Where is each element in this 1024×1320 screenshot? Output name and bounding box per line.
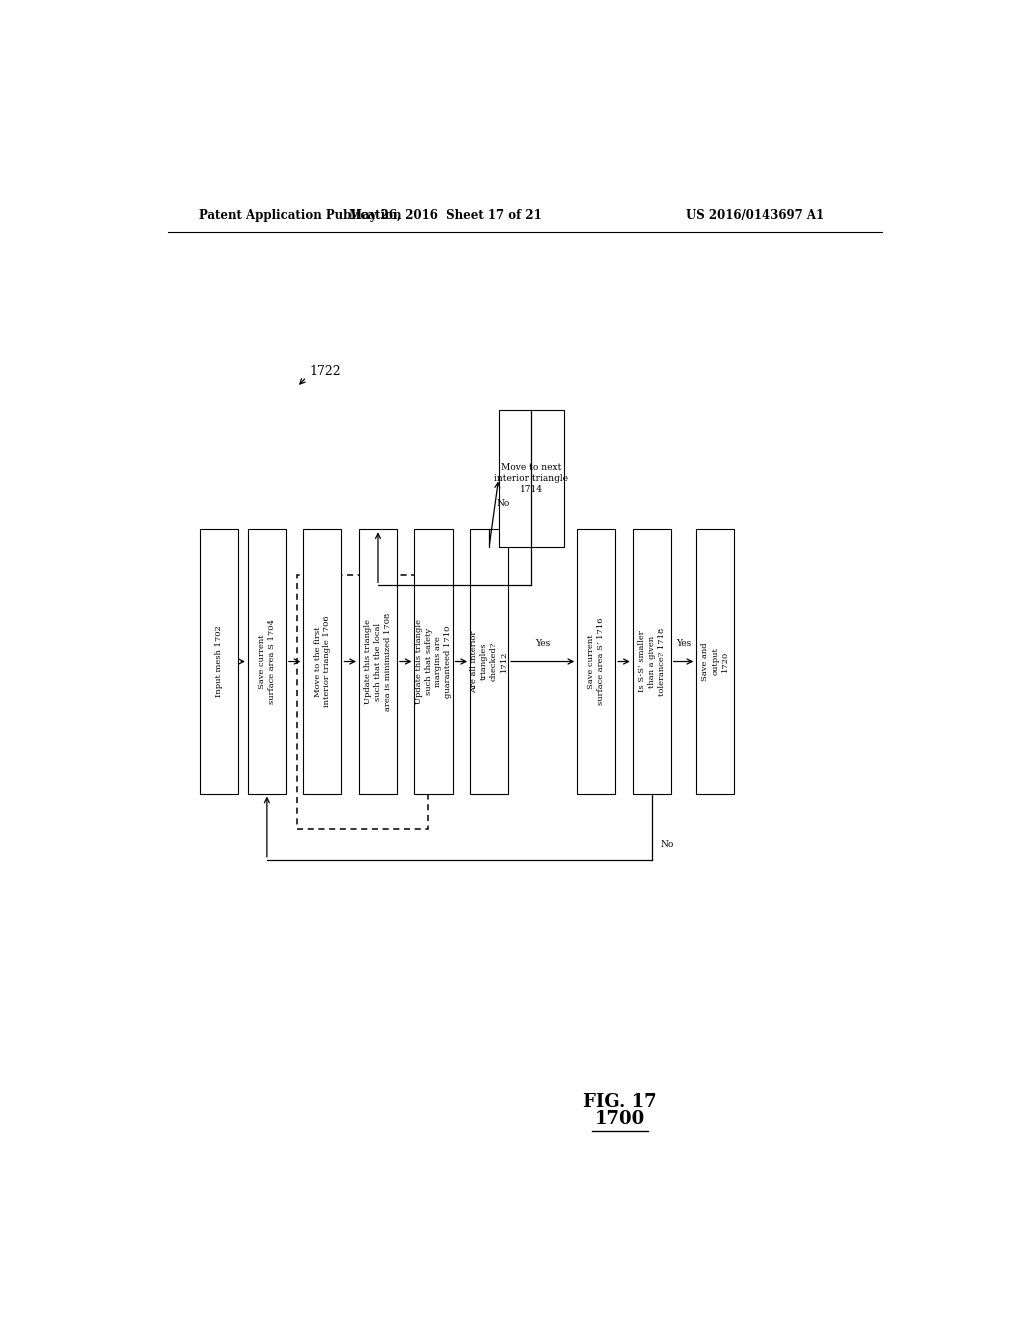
Text: US 2016/0143697 A1: US 2016/0143697 A1 bbox=[686, 209, 824, 222]
Text: No: No bbox=[497, 499, 510, 508]
Text: Are all interior
triangles
checked?
1712: Are all interior triangles checked? 1712 bbox=[470, 631, 508, 693]
Bar bbox=[578, 529, 615, 793]
Text: No: No bbox=[660, 840, 675, 849]
Text: Move to the first
interior triangle 1706: Move to the first interior triangle 1706 bbox=[313, 615, 332, 708]
Bar bbox=[415, 529, 453, 793]
Bar bbox=[201, 529, 239, 793]
Bar bbox=[499, 411, 563, 548]
Text: Save current
surface area S 1704: Save current surface area S 1704 bbox=[258, 619, 275, 704]
Text: Save current
surface area S’ 1716: Save current surface area S’ 1716 bbox=[588, 618, 605, 705]
Text: Move to next
interior triangle
1714: Move to next interior triangle 1714 bbox=[495, 463, 568, 494]
Text: 1722: 1722 bbox=[309, 366, 341, 379]
Bar bbox=[696, 529, 734, 793]
Bar bbox=[633, 529, 671, 793]
Text: Input mesh 1702: Input mesh 1702 bbox=[215, 626, 223, 697]
Text: May 26, 2016  Sheet 17 of 21: May 26, 2016 Sheet 17 of 21 bbox=[349, 209, 542, 222]
Text: Yes: Yes bbox=[676, 639, 691, 648]
Text: Is S-S’ smaller
than a given
tolerance? 1718: Is S-S’ smaller than a given tolerance? … bbox=[638, 627, 666, 696]
Text: Save and
output
1720: Save and output 1720 bbox=[701, 643, 729, 681]
Bar bbox=[248, 529, 286, 793]
Bar bbox=[470, 529, 508, 793]
Bar bbox=[359, 529, 397, 793]
Text: Patent Application Publication: Patent Application Publication bbox=[200, 209, 402, 222]
Text: FIG. 17: FIG. 17 bbox=[584, 1093, 656, 1110]
Bar bbox=[297, 576, 428, 829]
Text: Yes: Yes bbox=[535, 639, 550, 648]
Text: 1700: 1700 bbox=[595, 1110, 645, 1127]
Text: Update this triangle
such that the local
area is minimized 1708: Update this triangle such that the local… bbox=[365, 612, 392, 710]
Bar bbox=[303, 529, 341, 793]
Text: Update this triangle
such that safety
margins are
guaranteed 1710: Update this triangle such that safety ma… bbox=[415, 619, 453, 704]
